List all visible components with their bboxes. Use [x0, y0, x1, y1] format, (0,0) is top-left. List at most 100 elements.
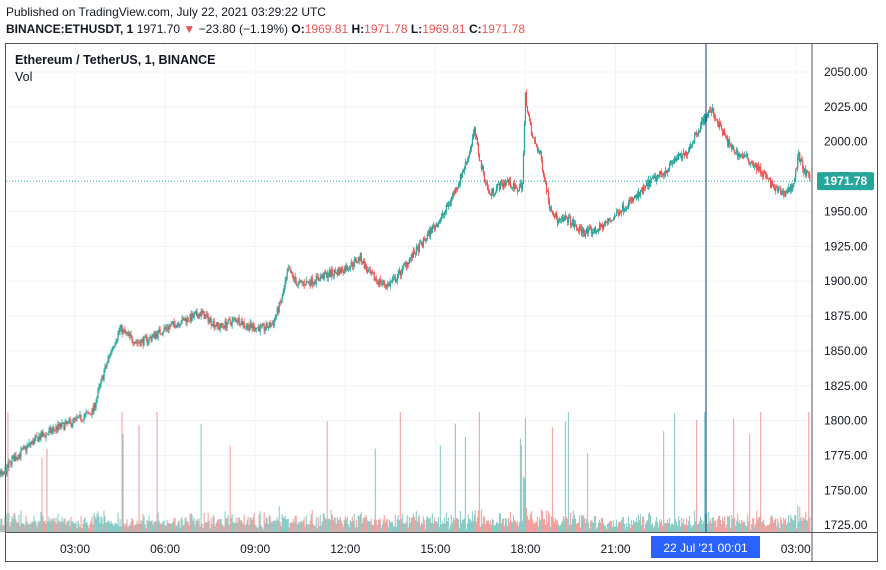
- candle-body: [237, 317, 239, 322]
- volume-bar: [159, 522, 161, 532]
- candle-body: [666, 170, 669, 173]
- volume-bar: [197, 521, 199, 532]
- candle-body: [450, 197, 452, 202]
- volume-bar: [292, 518, 294, 532]
- candle-body: [249, 322, 251, 328]
- volume-bar: [189, 513, 191, 532]
- candle-body: [315, 275, 317, 284]
- candle-body: [236, 321, 238, 323]
- low-label: L:: [410, 22, 423, 36]
- candle-body: [432, 225, 434, 227]
- candle-body: [49, 428, 51, 431]
- candle-body: [664, 170, 667, 174]
- candle-body: [498, 184, 501, 190]
- candle-body: [569, 217, 572, 226]
- candle-body: [250, 322, 252, 326]
- volume-bar: [308, 524, 310, 532]
- volume-bar: [497, 523, 500, 532]
- volume-bar: [693, 525, 695, 532]
- volume-bar: [42, 515, 44, 532]
- candle-body: [469, 148, 471, 154]
- volume-bar: [356, 527, 358, 532]
- volume-bar: [700, 516, 702, 532]
- candle-body: [138, 342, 140, 344]
- candle-body: [122, 329, 124, 334]
- candle-body: [28, 443, 30, 445]
- candle-body: [253, 324, 255, 331]
- candle-body: [428, 231, 430, 237]
- candle-body: [587, 228, 590, 233]
- volume-bar: [652, 527, 655, 532]
- volume-bar: [153, 521, 155, 532]
- candle-body: [594, 227, 597, 232]
- volume-bar: [185, 517, 187, 532]
- volume-bar: [779, 527, 781, 532]
- volume-bar: [507, 517, 510, 532]
- volume-bar: [53, 518, 55, 532]
- candle-body: [167, 328, 169, 330]
- volume-bar: [785, 518, 787, 532]
- candle-body: [306, 280, 308, 283]
- volume-bar: [773, 522, 775, 532]
- candle-body: [524, 92, 527, 124]
- volume-bar: [387, 527, 389, 532]
- volume-bar: [49, 521, 51, 532]
- candle-body: [439, 219, 441, 223]
- candle-body: [744, 154, 746, 157]
- volume-bar: [612, 520, 615, 532]
- candle-body: [114, 344, 116, 347]
- candle-body: [192, 313, 194, 318]
- volume-bar: [580, 514, 583, 532]
- candle-body: [151, 336, 153, 341]
- volume-bar: [109, 523, 111, 532]
- volume-bar: [179, 527, 181, 532]
- candle-body: [388, 283, 390, 286]
- candle-body: [201, 310, 203, 313]
- volume-bar: [525, 507, 528, 532]
- candle-body: [445, 204, 447, 211]
- volume-bar: [111, 523, 113, 532]
- candle-body: [305, 280, 307, 286]
- candle-body: [404, 262, 406, 265]
- volume-bar: [91, 516, 93, 532]
- candle-body: [593, 227, 596, 234]
- candle-body: [45, 433, 47, 438]
- volume-bar: [196, 518, 198, 532]
- candle-body: [288, 267, 290, 269]
- published-caption: Published on TradingView.com, July 22, 2…: [6, 5, 326, 19]
- volume-bar: [276, 517, 278, 532]
- candle-body: [721, 125, 723, 130]
- volume-bar: [790, 514, 792, 532]
- volume-bar: [585, 518, 588, 532]
- volume-bar: [331, 514, 333, 532]
- volume-bar: [484, 524, 487, 532]
- volume-bar: [608, 521, 611, 532]
- volume-bar: [52, 518, 54, 532]
- candle-body: [27, 444, 29, 447]
- volume-bar: [284, 515, 286, 532]
- y-tick-label: 1800.00: [824, 414, 868, 428]
- candle-body: [551, 211, 554, 214]
- candle-body: [775, 186, 777, 192]
- candle-body: [42, 432, 44, 437]
- candle-body: [219, 327, 221, 330]
- volume-bar: [775, 518, 777, 532]
- volume-bar: [113, 525, 115, 532]
- volume-bar: [602, 523, 605, 532]
- candle-body: [448, 203, 450, 205]
- volume-bar: [345, 519, 347, 532]
- volume-bar: [224, 511, 226, 532]
- candle-body: [111, 349, 113, 351]
- volume-bar: [422, 516, 424, 532]
- volume-bar: [576, 522, 579, 532]
- candle-body: [87, 412, 89, 413]
- candle-body: [613, 216, 616, 219]
- candle-body: [489, 193, 492, 196]
- volume-bar: [237, 517, 239, 532]
- volume-bar: [334, 517, 336, 532]
- volume-bar: [420, 522, 422, 532]
- volume-bar: [679, 520, 681, 532]
- volume-bar: [398, 520, 400, 532]
- volume-bar: [277, 520, 279, 532]
